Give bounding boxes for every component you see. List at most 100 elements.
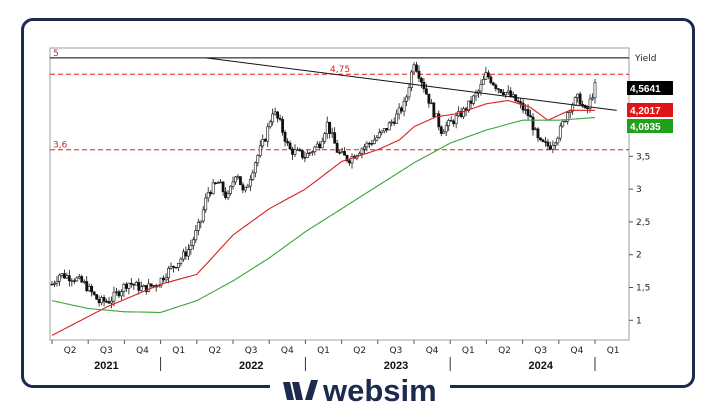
candle — [586, 107, 589, 110]
candle — [82, 281, 86, 283]
candle — [72, 280, 76, 282]
candle — [526, 109, 530, 116]
value-tag-label: 4,2017 — [630, 106, 661, 117]
candle — [499, 89, 503, 93]
candle — [385, 128, 389, 131]
candle — [169, 265, 173, 269]
candle — [276, 111, 280, 119]
candle — [310, 151, 314, 153]
candle — [467, 100, 470, 112]
x-tick-label: Q1 — [462, 346, 475, 356]
x-tick-label: Q3 — [389, 346, 402, 356]
candle — [263, 139, 267, 142]
candle — [298, 149, 302, 151]
candle — [75, 277, 79, 282]
candle — [588, 98, 592, 110]
candle — [516, 100, 520, 103]
candle — [107, 301, 111, 304]
candle — [206, 192, 210, 199]
candle — [236, 176, 240, 178]
candle — [231, 181, 235, 187]
candle — [291, 148, 294, 155]
candle — [437, 113, 441, 128]
candle — [55, 281, 59, 284]
candle — [412, 64, 416, 73]
candle — [320, 140, 324, 149]
candle — [380, 130, 384, 133]
candle — [122, 283, 126, 292]
candle — [429, 102, 433, 105]
x-tick-label: Q3 — [245, 346, 258, 356]
candle — [177, 262, 180, 268]
candle — [407, 87, 411, 98]
y-tick-label: 3 — [636, 185, 642, 195]
candle — [377, 132, 381, 138]
candle — [365, 142, 369, 148]
year-label: 2023 — [384, 360, 408, 372]
candle — [506, 90, 510, 93]
candle — [541, 139, 545, 142]
candle — [400, 107, 404, 112]
candle — [372, 139, 376, 144]
candle — [496, 88, 500, 90]
candle — [248, 179, 252, 187]
candle — [375, 137, 379, 141]
candle — [529, 115, 532, 118]
candle — [330, 132, 334, 134]
candle — [134, 282, 138, 286]
candle — [179, 258, 183, 264]
candle — [511, 94, 515, 97]
candle — [509, 90, 513, 97]
plot-area — [49, 47, 630, 341]
candle — [201, 209, 205, 222]
candle — [189, 245, 193, 250]
candle — [239, 176, 242, 186]
websim-logo-text: websim — [323, 373, 437, 408]
candle — [563, 120, 567, 123]
candle — [120, 291, 123, 297]
y-tick-label: 3,5 — [636, 152, 650, 162]
candle — [199, 220, 203, 223]
candle — [258, 145, 262, 156]
candle — [92, 291, 96, 295]
candle — [142, 285, 146, 288]
y-axis-label: Yield — [634, 54, 656, 64]
candle — [159, 277, 163, 286]
candle — [504, 92, 508, 96]
candle — [573, 97, 577, 106]
candle — [129, 282, 133, 285]
candle — [360, 148, 364, 154]
candle — [301, 150, 304, 158]
candle — [315, 143, 319, 148]
year-label: 2021 — [94, 360, 118, 372]
candle — [90, 286, 94, 293]
candle — [100, 297, 103, 304]
candle — [424, 88, 428, 95]
candle — [67, 275, 71, 282]
y-tick-label: 1,5 — [636, 284, 650, 294]
candle — [241, 184, 245, 191]
candle — [427, 93, 431, 104]
candle — [194, 230, 198, 241]
y-tick-label: 1 — [636, 316, 642, 326]
candle — [191, 239, 195, 246]
candle — [333, 132, 337, 144]
candle — [221, 181, 225, 193]
candle — [484, 72, 488, 80]
candle — [576, 93, 580, 98]
candle — [60, 273, 64, 276]
value-tag-label: 4,5641 — [630, 84, 661, 95]
candle — [340, 151, 344, 154]
x-tick-label: Q2 — [353, 346, 366, 356]
x-tick-label: Q3 — [534, 346, 547, 356]
x-tick-label: Q2 — [498, 346, 511, 356]
candle — [174, 266, 178, 269]
candle — [420, 77, 423, 83]
candle — [124, 283, 128, 289]
candle — [449, 120, 453, 122]
x-tick-label: Q2 — [208, 346, 221, 356]
candle — [338, 152, 342, 154]
candle — [363, 146, 366, 150]
candle — [204, 197, 208, 211]
candle — [273, 111, 277, 115]
